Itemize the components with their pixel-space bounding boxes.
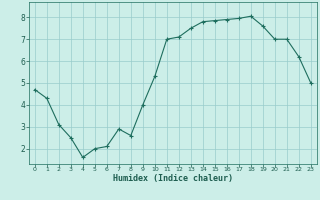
X-axis label: Humidex (Indice chaleur): Humidex (Indice chaleur) — [113, 174, 233, 183]
